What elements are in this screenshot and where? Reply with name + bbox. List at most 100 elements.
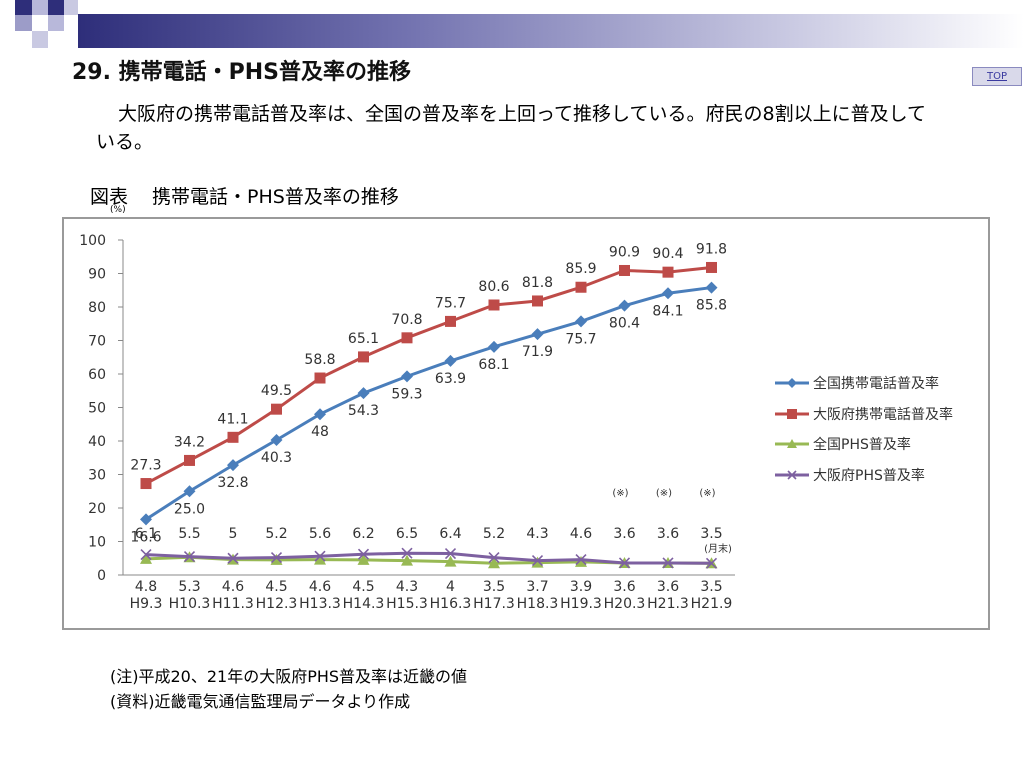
page-title: 29. 携帯電話・PHS普及率の推移 (72, 60, 412, 85)
data-label: 68.1 (478, 357, 509, 373)
data-label: 65.1 (348, 331, 379, 347)
annotation-mark: (※) (699, 488, 715, 499)
y-tick-label: 20 (88, 501, 106, 517)
data-point (140, 548, 152, 561)
data-label: 4.3 (526, 526, 548, 542)
data-label: 16.6 (130, 529, 161, 545)
figure-title: 携帯電話・PHS普及率の推移 (152, 186, 399, 208)
data-point (401, 547, 413, 559)
data-label: 5.6 (309, 526, 331, 542)
x-tick-label: H19.3 (560, 596, 602, 612)
x-tick-label: H12.3 (256, 596, 298, 612)
data-point (444, 547, 457, 560)
data-point (575, 315, 587, 328)
y-tick-label: 100 (79, 233, 106, 249)
data-point (618, 557, 631, 569)
data-point (270, 552, 283, 564)
data-point (314, 372, 326, 384)
data-label: 4.8 (135, 579, 157, 595)
data-point (444, 354, 457, 367)
data-point (705, 557, 718, 569)
decor-square (15, 15, 32, 31)
data-label: 80.6 (478, 279, 509, 295)
data-point (358, 351, 369, 363)
y-tick-label: 40 (88, 434, 106, 450)
figure-label: 図表 (90, 186, 129, 208)
data-point (531, 556, 544, 568)
data-label: 5 (229, 526, 238, 542)
data-point (314, 550, 326, 562)
decor-square (48, 15, 64, 31)
data-label: 71.9 (522, 344, 553, 360)
data-label: 48 (311, 424, 329, 440)
data-point (271, 403, 282, 415)
annotation-mark: (※) (612, 488, 628, 499)
data-point (227, 552, 239, 564)
footnote: (注)平成20、21年の大阪府PHS普及率は近畿の値 (110, 667, 468, 686)
data-label: 63.9 (435, 371, 466, 387)
y-axis-unit: (%) (110, 205, 126, 215)
data-label: 59.3 (391, 386, 422, 402)
top-link-button[interactable]: TOP (972, 67, 1022, 86)
description-text: 大阪府の携帯電話普及率は、全国の普及率を上回って推移している。府民の8割以上に普… (96, 100, 926, 156)
legend-marker (787, 378, 797, 388)
data-point (488, 557, 500, 569)
data-label: 3.9 (570, 579, 592, 595)
x-tick-label: H21.9 (691, 596, 733, 612)
series-line (145, 551, 712, 565)
data-point (662, 557, 674, 569)
data-point (575, 281, 587, 293)
data-point (227, 459, 239, 472)
data-point (227, 431, 239, 443)
data-label: 49.5 (261, 383, 292, 399)
data-label: 41.1 (217, 411, 248, 427)
data-label: 84.1 (652, 303, 683, 319)
data-label: 3.6 (613, 526, 635, 542)
x-tick-label: H17.3 (473, 596, 515, 612)
data-point (401, 332, 413, 344)
x-tick-label: H16.3 (430, 596, 472, 612)
data-point (444, 555, 457, 567)
data-point (140, 552, 152, 564)
header-decoration (0, 0, 1024, 48)
period-note: (月末) (704, 542, 732, 555)
x-tick-label: H11.3 (212, 596, 254, 612)
data-point (488, 552, 500, 564)
x-tick-label: H13.3 (299, 596, 341, 612)
data-label: 27.3 (130, 458, 161, 474)
series-line (145, 286, 712, 521)
data-label: 5.3 (178, 579, 200, 595)
data-point (532, 295, 543, 307)
data-label: 6.1 (135, 526, 157, 542)
y-tick-label: 10 (88, 535, 106, 551)
y-tick-label: 50 (88, 401, 106, 417)
data-label: 4 (446, 579, 455, 595)
y-tick-label: 60 (88, 367, 106, 383)
data-point (314, 553, 326, 565)
data-label: 75.7 (435, 295, 466, 311)
data-point (184, 454, 195, 466)
data-point (357, 548, 370, 560)
legend-marker (787, 470, 797, 480)
legend-label: 全国携帯電話普及率 (813, 375, 939, 392)
data-point (662, 266, 674, 278)
data-point (357, 553, 370, 565)
data-label: 6.2 (352, 526, 374, 542)
data-label: 90.4 (652, 246, 683, 262)
data-label: 58.8 (304, 352, 335, 368)
data-label: 3.6 (657, 579, 679, 595)
y-tick-label: 80 (88, 300, 106, 316)
y-tick-label: 0 (97, 568, 106, 584)
y-tick-label: 70 (88, 334, 106, 350)
data-label: 32.8 (217, 475, 248, 491)
data-label: 80.4 (609, 316, 640, 332)
decor-square (15, 0, 32, 15)
decor-square (32, 0, 48, 15)
data-label: 4.6 (309, 579, 331, 595)
x-tick-label: H10.3 (169, 596, 211, 612)
data-label: 6.5 (396, 526, 418, 542)
data-point (314, 408, 326, 421)
annotation-mark: (※) (656, 488, 672, 499)
data-label: 3.5 (700, 526, 722, 542)
decor-square (64, 0, 78, 15)
